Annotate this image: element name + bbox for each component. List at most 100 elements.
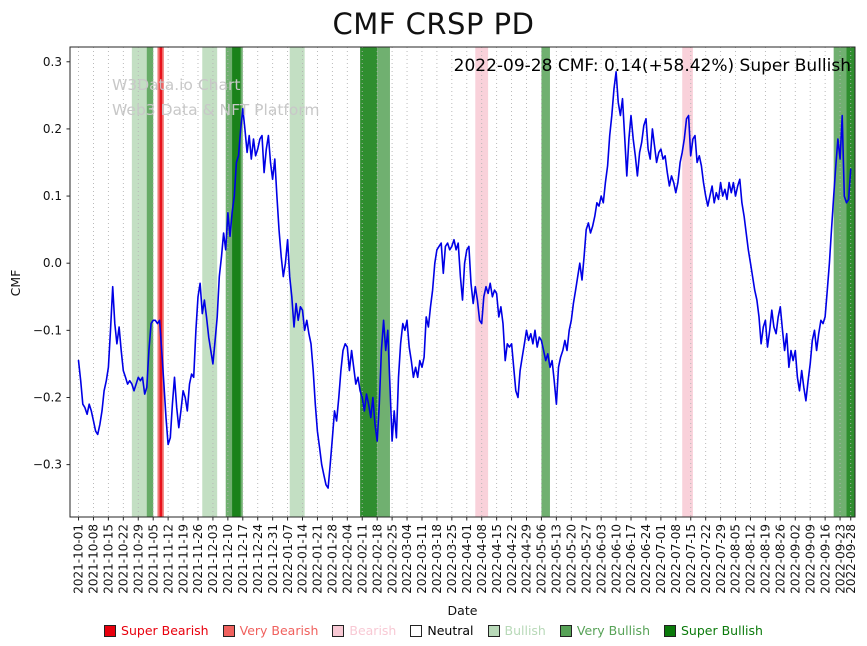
x-tick-label: 2022-05-06 [535,524,549,594]
x-tick-label: 2022-06-17 [624,524,638,594]
x-tick-label: 2022-09-23 [833,524,847,594]
x-tick-label: 2022-04-08 [475,524,489,594]
y-tick-label: −0.1 [33,323,62,337]
signal-band-very-bullish [377,47,390,517]
legend-swatch-bearish [332,624,345,637]
signal-band-super-bullish [360,47,378,517]
x-tick-label: 2022-04-01 [460,524,474,594]
legend-label-bullish: Bullish [504,623,546,638]
x-tick-label: 2022-02-25 [385,524,399,594]
x-tick-label: 2022-08-19 [759,524,773,594]
legend-swatch-super-bullish [664,624,676,637]
x-tick-label: 2022-03-25 [445,524,459,594]
legend-swatch-very-bearish [222,624,235,637]
x-tick-label: 2021-12-10 [221,524,235,594]
x-tick-label: 2022-05-13 [550,524,564,594]
x-tick-label: 2021-11-12 [161,524,175,594]
legend-swatch-bullish [487,624,500,637]
cmf-line-series [77,71,852,489]
x-tick-label: 2022-04-22 [505,524,519,594]
legend-swatch-neutral [410,624,423,637]
legend-label-neutral: Neutral [427,623,474,638]
signal-band-super-bullish [846,47,855,517]
legend-item-very-bearish: Very Bearish [222,623,319,638]
x-tick-label: 2021-10-29 [131,524,145,594]
signal-band-super-bullish [232,47,241,517]
signal-band-very-bullish [146,47,154,517]
legend-item-neutral: Neutral [410,623,474,638]
legend-label-very-bearish: Very Bearish [239,623,319,638]
x-tick-label: 2022-01-14 [296,524,310,594]
x-tick-label: 2022-01-28 [326,524,340,594]
x-tick-label: 2021-12-03 [206,524,220,594]
legend-label-super-bearish: Super Bearish [121,623,209,638]
x-tick-label: 2022-03-04 [400,524,414,594]
x-axis-label: Date [447,603,478,618]
x-tick-label: 2022-05-20 [564,524,578,594]
x-tick-label: 2022-04-15 [490,524,504,594]
watermark-line-1: W3Data.io Chart [112,76,241,94]
legend-label-super-bullish: Super Bullish [681,623,763,638]
x-tick-label: 2021-11-26 [191,524,205,594]
x-tick-label: 2021-11-05 [146,524,160,594]
x-tick-label: 2022-02-11 [355,524,369,594]
x-tick-label: 2022-01-07 [281,524,295,594]
signal-band-very-bullish [833,47,847,517]
y-tick-label: 0.2 [43,122,62,136]
x-tick-label: 2021-12-31 [266,524,280,594]
latest-value-annotation: 2022-09-28 CMF: 0.14(+58.42%) Super Bull… [453,56,851,76]
x-tick-label: 2022-05-27 [579,524,593,594]
x-tick-label: 2022-07-15 [684,524,698,594]
x-tick-label: 2021-10-15 [102,524,116,594]
plot-border [69,46,856,518]
x-tick-label: 2022-03-11 [415,524,429,594]
y-tick-label: −0.3 [33,458,62,472]
x-tick-label: 2021-10-08 [87,524,101,594]
x-tick-label: 2022-06-03 [594,524,608,594]
x-tick-label: 2022-08-26 [774,524,788,594]
legend-item-super-bearish: Super Bearish [104,623,209,638]
signal-band-very-bullish [541,47,550,517]
legend-item-very-bullish: Very Bullish [559,623,650,638]
x-tick-label: 2022-03-18 [430,524,444,594]
x-tick-label: 2022-08-12 [744,524,758,594]
x-tick-label: 2022-02-04 [341,524,355,594]
y-axis-label: CMF [8,269,23,297]
x-tick-label: 2021-12-17 [236,524,250,594]
watermark: W3Data.io Chart Web3 Data & NFT Platform [112,73,320,123]
y-tick-label: −0.2 [33,390,62,404]
x-tick-label: 2022-09-09 [803,524,817,594]
legend-item-bearish: Bearish [332,623,396,638]
signal-band-bearish [682,47,693,517]
x-tick-label: 2021-12-24 [251,524,265,594]
x-tick-label: 2021-11-19 [176,524,190,594]
signal-band-bullish [289,47,305,517]
legend-swatch-very-bullish [559,624,572,637]
signal-band-bearish [475,47,489,517]
y-tick-label: 0.3 [43,55,62,69]
signal-band-super-bearish [159,47,163,517]
x-tick-label: 2022-02-18 [370,524,384,594]
x-tick-label: 2022-06-24 [639,524,653,594]
x-tick-label: 2022-09-02 [788,524,802,594]
x-tick-label: 2022-09-16 [818,524,832,594]
legend-label-very-bullish: Very Bullish [576,623,650,638]
x-tick-label: 2022-07-08 [669,524,683,594]
x-tick-label: 2021-10-01 [72,524,86,594]
legend-item-super-bullish: Super Bullish [664,623,763,638]
x-tick-label: 2021-10-22 [117,524,131,594]
x-tick-label: 2022-09-28 [844,524,858,594]
page-title: CMF CRSP PD [332,7,535,41]
x-tick-label: 2022-01-21 [311,524,325,594]
x-tick-label: 2022-06-10 [609,524,623,594]
x-tick-label: 2022-08-05 [729,524,743,594]
legend-swatch-super-bearish [104,624,117,637]
x-tick-label: 2022-04-29 [520,524,534,594]
x-tick-label: 2022-07-29 [714,524,728,594]
y-tick-label: 0.1 [43,189,62,203]
y-tick-label: 0.0 [43,256,62,270]
x-tick-label: 2022-07-22 [699,524,713,594]
watermark-line-2: Web3 Data & NFT Platform [112,101,320,120]
